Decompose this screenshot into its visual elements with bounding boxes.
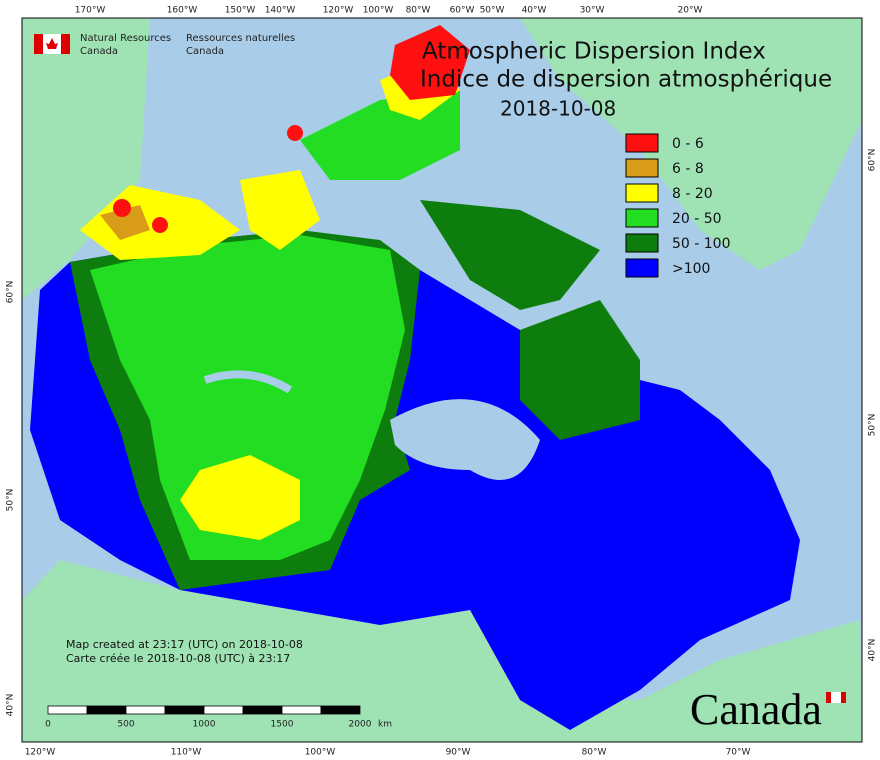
legend-swatch	[625, 133, 659, 153]
legend-label: 50 - 100	[672, 236, 731, 252]
scale-label: 2000	[349, 720, 372, 730]
legend-swatch	[625, 208, 659, 228]
lon-label: 90°W	[446, 748, 471, 758]
zone-0-6-spot	[152, 217, 168, 233]
flag	[34, 34, 70, 54]
lon-label: 100°W	[363, 6, 394, 16]
scale-segment	[86, 705, 127, 715]
zone-0-6-spot	[287, 125, 303, 141]
title: Atmospheric Dispersion Index	[422, 39, 766, 65]
zone-arctic-yellow	[240, 170, 320, 250]
zone-8-20	[180, 455, 300, 540]
lon-label: 120°W	[25, 748, 56, 758]
scale-segment	[281, 705, 322, 715]
united-states	[22, 560, 862, 742]
lon-label: 20°W	[678, 6, 703, 16]
scale-segment	[242, 705, 283, 715]
lon-label: 150°W	[225, 6, 256, 16]
lon-label: 40°W	[522, 6, 547, 16]
legend-swatch	[625, 183, 659, 203]
scale-segment	[203, 705, 244, 715]
org-name: Canada	[186, 46, 224, 57]
lon-label: 50°W	[480, 6, 505, 16]
scale-label: 1500	[271, 720, 294, 730]
legend-swatch	[625, 258, 659, 278]
lon-label: 170°W	[75, 6, 106, 16]
lon-label: 100°W	[305, 748, 336, 758]
scale-label: 0	[45, 720, 51, 730]
legend-swatch	[625, 158, 659, 178]
lon-label: 80°W	[582, 748, 607, 758]
lon-label: 80°W	[406, 6, 431, 16]
title: Indice de dispersion atmosphérique	[420, 67, 832, 93]
lat-label: 40°N	[868, 639, 878, 662]
scale-segment	[164, 705, 205, 715]
zone-labrador	[520, 300, 640, 440]
scale-segment	[47, 705, 88, 715]
zone-0-6-spot	[113, 199, 131, 217]
footnote: Carte créée le 2018-10-08 (UTC) à 23:17	[66, 652, 290, 665]
org-name: Natural Resources	[80, 33, 171, 44]
scale-unit: km	[378, 720, 392, 730]
scale-segment	[125, 705, 166, 715]
lat-label: 50°N	[6, 489, 16, 512]
scale-segment	[320, 705, 361, 715]
lon-label: 70°W	[726, 748, 751, 758]
lon-label: 30°W	[580, 6, 605, 16]
scale-label: 500	[117, 720, 134, 730]
zone-20-50	[90, 235, 405, 560]
lat-label: 40°N	[6, 694, 16, 717]
footnote: Map created at 23:17 (UTC) on 2018-10-08	[66, 638, 303, 651]
legend-swatch	[625, 233, 659, 253]
lon-label: 60°W	[450, 6, 475, 16]
legend-label: 0 - 6	[672, 136, 704, 152]
org-name: Canada	[80, 46, 118, 57]
lake	[203, 370, 293, 394]
lat-label: 50°N	[868, 414, 878, 437]
map-frame	[21, 17, 863, 743]
hudson-bay	[390, 399, 540, 480]
date: 2018-10-08	[500, 97, 616, 121]
zone-50-100-east	[420, 200, 600, 310]
org-name: Ressources naturelles	[186, 33, 295, 44]
lat-label: 60°N	[868, 149, 878, 172]
zone-6-8	[100, 205, 150, 240]
legend-label: >100	[672, 261, 710, 277]
lon-label: 160°W	[167, 6, 198, 16]
greenland	[520, 18, 862, 270]
legend-label: 6 - 8	[672, 161, 704, 177]
zone-0-6	[390, 25, 470, 100]
wordmark-flag-center	[831, 692, 841, 703]
overlay: Natural Resources Canada Ressources nature…	[6, 6, 878, 758]
legend-label: 20 - 50	[672, 211, 722, 227]
legend-label: 8 - 20	[672, 186, 713, 202]
lon-label: 110°W	[171, 748, 202, 758]
lon-label: 140°W	[265, 6, 296, 16]
lat-label: 60°N	[6, 281, 16, 304]
scale-label: 1000	[193, 720, 216, 730]
lon-label: 120°W	[323, 6, 354, 16]
alaska	[22, 18, 150, 300]
wordmark: Canada	[690, 685, 822, 734]
